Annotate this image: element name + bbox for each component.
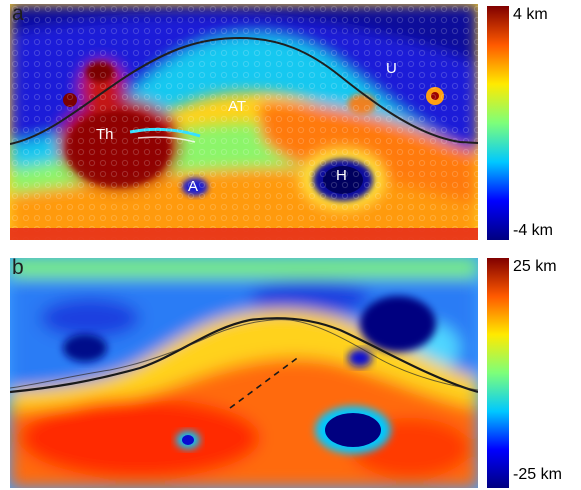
colorbar-a-max-label: 4 km bbox=[513, 6, 548, 23]
panel-b-label: b bbox=[12, 258, 24, 279]
colorbar-b-max-label: 25 km bbox=[513, 258, 557, 275]
region-label-arabia-terra: AT bbox=[228, 98, 247, 115]
colorbar-a bbox=[487, 6, 509, 240]
colorbar-a-min-label: -4 km bbox=[513, 222, 553, 239]
region-label-utopia: U bbox=[386, 60, 397, 77]
region-label-hellas: H bbox=[336, 167, 347, 184]
region-label-alba: A bbox=[188, 178, 199, 195]
crustal-thickness-map bbox=[10, 258, 478, 488]
colorbar-b-min-label: -25 km bbox=[513, 466, 562, 483]
crustal-thickness-map-panel: b bbox=[10, 258, 478, 488]
topography-map-panel: a Th A AT U H bbox=[10, 4, 478, 240]
panel-a-label: a bbox=[12, 4, 24, 25]
region-label-tharsis: Th bbox=[96, 126, 114, 143]
topography-map bbox=[10, 4, 478, 240]
colorbar-b bbox=[487, 258, 509, 488]
